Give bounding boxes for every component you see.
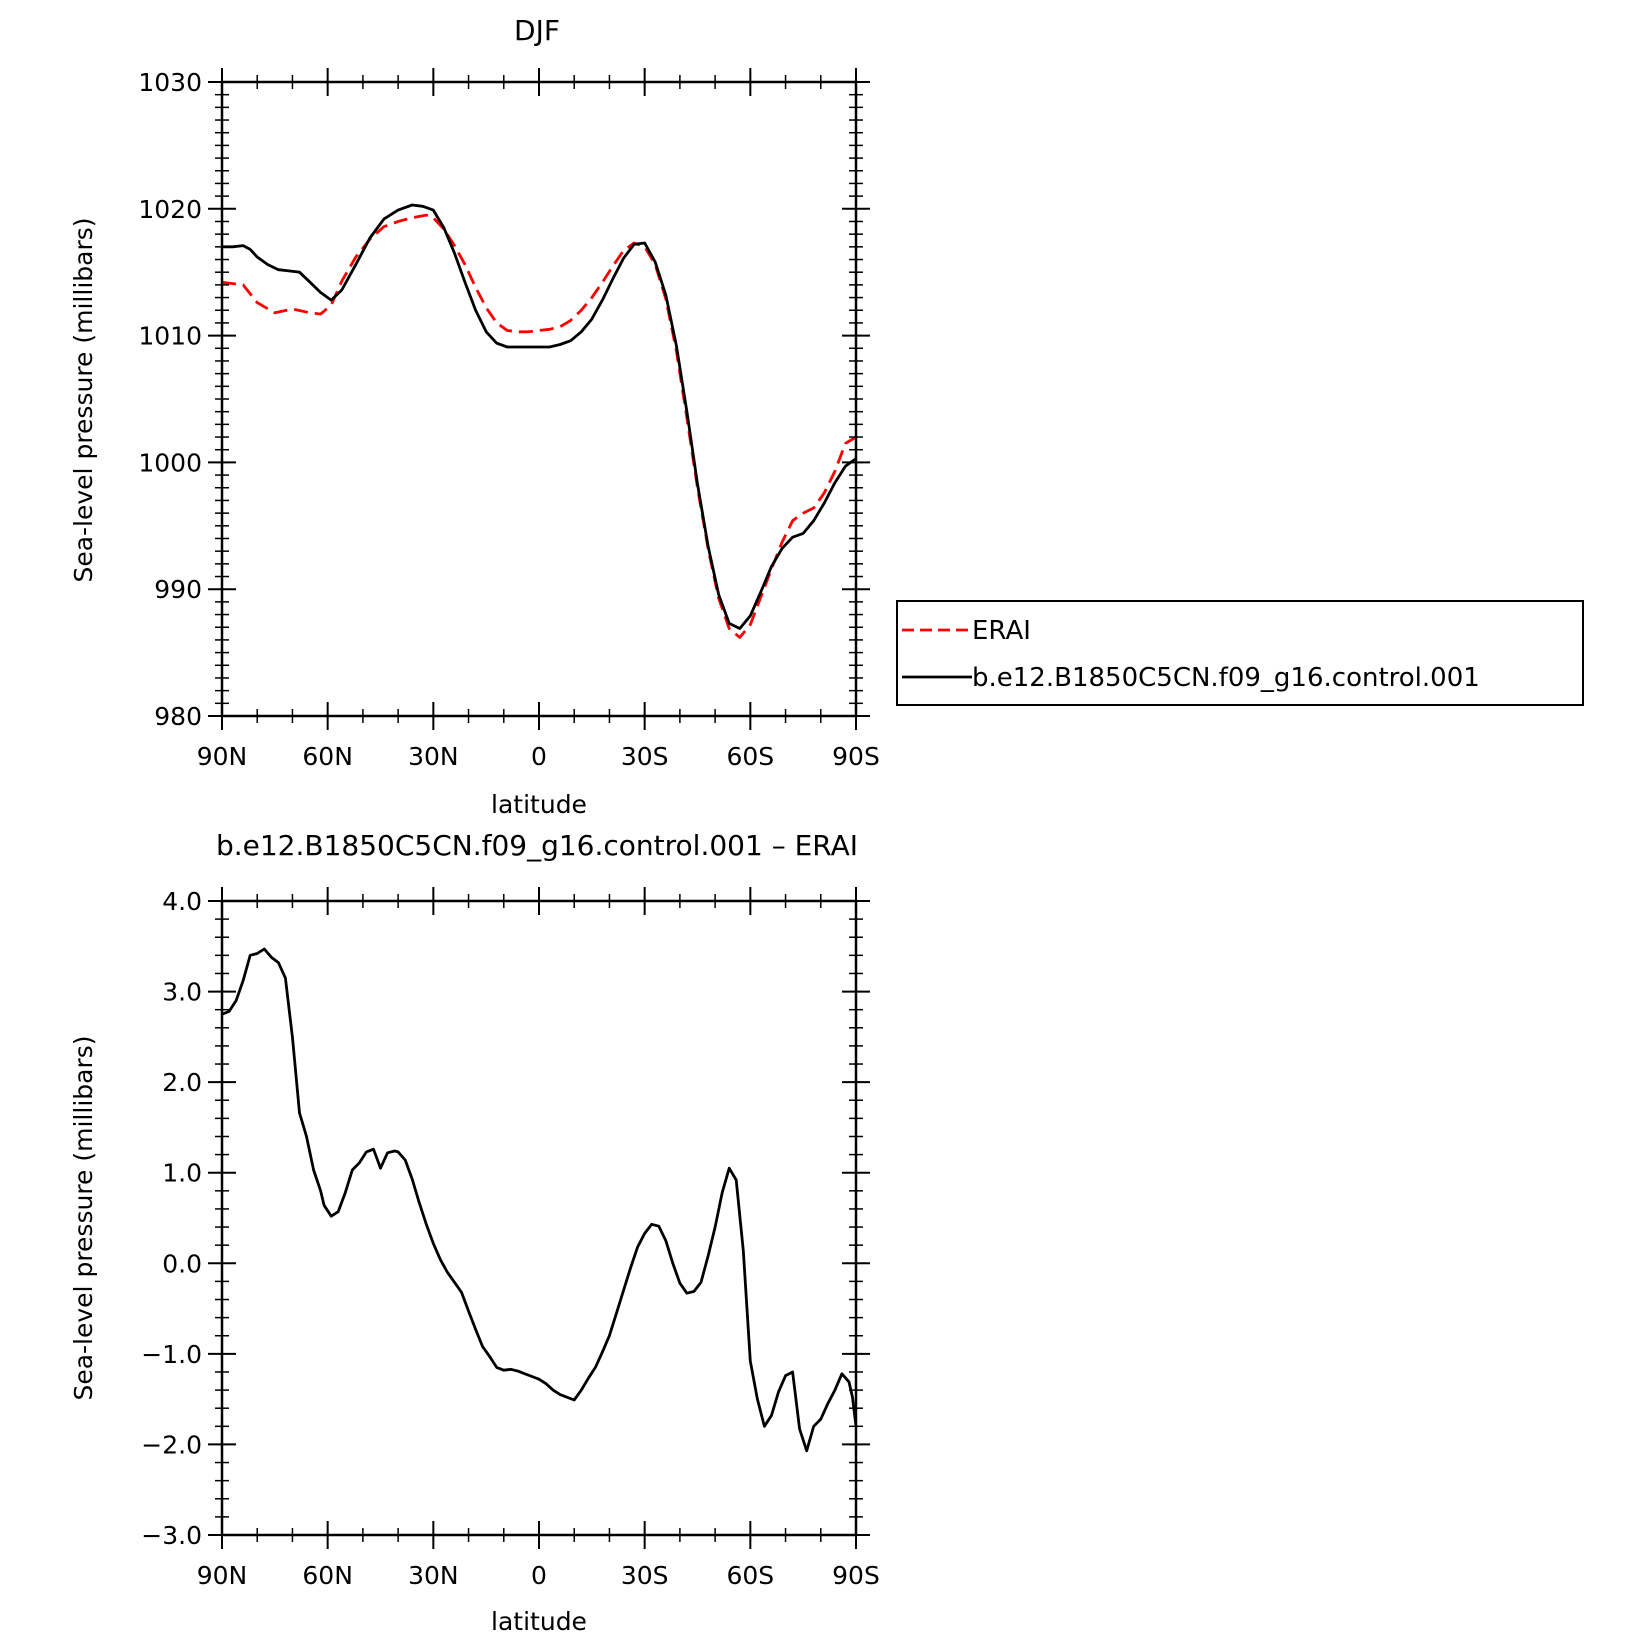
top-y-tick-label: 1010 bbox=[138, 322, 202, 351]
bottom-y-tick-label: 2.0 bbox=[162, 1068, 202, 1097]
bottom-x-tick-label: 30S bbox=[621, 1561, 669, 1590]
bottom-ticks-group bbox=[208, 887, 870, 1549]
bottom-y-axis-label: Sea-level pressure (millibars) bbox=[69, 1035, 98, 1400]
bottom-x-axis-label: latitude bbox=[491, 1607, 587, 1636]
bottom-x-tick-label: 90N bbox=[197, 1561, 248, 1590]
bottom-x-tick-label: 60N bbox=[302, 1561, 353, 1590]
bottom-panel: b.e12.B1850C5CN.f09_g16.control.001 – ER… bbox=[69, 829, 880, 1636]
top-y-tick-label: 980 bbox=[154, 702, 202, 731]
top-y-tick-label: 1020 bbox=[138, 195, 202, 224]
top-x-tick-label: 30N bbox=[408, 742, 459, 771]
top-y-tick-label: 1000 bbox=[138, 448, 202, 477]
top-x-tick-label: 60S bbox=[726, 742, 774, 771]
bottom-y-tick-label: −1.0 bbox=[141, 1340, 202, 1369]
top-y-tick-labels: 1030 1020 1010 1000 990 980 bbox=[138, 68, 202, 731]
legend-item-erai: ERAI bbox=[902, 616, 1031, 646]
top-plot-frame bbox=[220, 80, 858, 718]
bottom-y-tick-labels: 4.0 3.0 2.0 1.0 0.0 −1.0 −2.0 −3.0 bbox=[141, 887, 202, 1550]
bottom-plot-frame bbox=[220, 899, 858, 1537]
top-x-tick-label: 90S bbox=[832, 742, 880, 771]
top-y-axis-label: Sea-level pressure (millibars) bbox=[69, 217, 98, 582]
top-x-tick-labels: 90N 60N 30N 0 30S 60S 90S bbox=[197, 742, 880, 771]
bottom-y-tick-label: 1.0 bbox=[162, 1159, 202, 1188]
top-x-tick-label: 60N bbox=[302, 742, 353, 771]
bottom-x-tick-label: 60S bbox=[726, 1561, 774, 1590]
bottom-x-tick-labels: 90N 60N 30N 0 30S 60S 90S bbox=[197, 1561, 880, 1590]
top-y-tick-label: 990 bbox=[154, 575, 202, 604]
bottom-chart-title: b.e12.B1850C5CN.f09_g16.control.001 – ER… bbox=[216, 829, 858, 862]
top-series-group bbox=[221, 203, 857, 639]
top-series-line-1 bbox=[222, 203, 857, 630]
top-ticks-group bbox=[208, 68, 870, 730]
top-chart-title: DJF bbox=[514, 14, 560, 47]
bottom-y-tick-label: 3.0 bbox=[162, 978, 202, 1007]
legend: ERAI b.e12.B1850C5CN.f09_g16.control.001 bbox=[896, 600, 1584, 706]
bottom-x-tick-label: 0 bbox=[531, 1561, 547, 1590]
top-x-tick-label: 0 bbox=[531, 742, 547, 771]
bottom-y-tick-label: 4.0 bbox=[162, 887, 202, 916]
top-x-tick-label: 90N bbox=[197, 742, 248, 771]
top-panel: DJF 1030 1020 1010 1000 990 980 90N 60N 30N 0 30S… bbox=[69, 14, 1584, 819]
top-x-axis-label: latitude bbox=[491, 790, 587, 819]
legend-item-model: b.e12.B1850C5CN.f09_g16.control.001 bbox=[902, 663, 1480, 693]
top-x-tick-label: 30S bbox=[621, 742, 669, 771]
top-y-tick-label: 1030 bbox=[138, 68, 202, 97]
bottom-y-tick-label: −2.0 bbox=[141, 1430, 202, 1459]
bottom-series-group bbox=[221, 947, 858, 1453]
bottom-y-tick-label: −3.0 bbox=[141, 1521, 202, 1550]
legend-label-erai: ERAI bbox=[972, 616, 1031, 646]
bottom-x-tick-label: 90S bbox=[832, 1561, 880, 1590]
top-series-line-0 bbox=[221, 213, 857, 639]
bottom-y-tick-label: 0.0 bbox=[162, 1249, 202, 1278]
legend-box bbox=[896, 600, 1584, 706]
legend-label-model: b.e12.B1850C5CN.f09_g16.control.001 bbox=[972, 663, 1480, 693]
bottom-x-tick-label: 30N bbox=[408, 1561, 459, 1590]
bottom-series-line-0 bbox=[221, 947, 858, 1453]
